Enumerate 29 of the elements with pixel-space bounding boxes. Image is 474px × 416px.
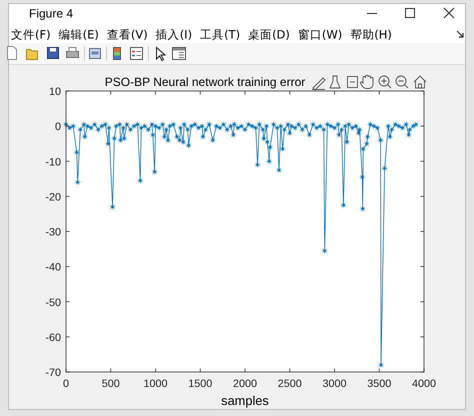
text: 帮助(H) [350, 28, 392, 42]
text: 文件(F) [11, 28, 51, 42]
x-tick-label: 1000 [143, 378, 168, 390]
x-tick-label: 500 [102, 378, 120, 390]
text: 插入(I) [156, 28, 192, 42]
x-tick-label: 0 [62, 378, 70, 390]
y-tick-label: -50 [45, 296, 61, 309]
y-tick-label: -70 [45, 367, 61, 379]
y-tick-label: -60 [45, 332, 61, 344]
y-tick-label: -30 [45, 226, 61, 238]
text: 工具(T) [200, 28, 240, 42]
y-tick-label: 10 [48, 86, 61, 98]
text: 编辑(E) [58, 28, 99, 42]
x-tick-label: 3000 [322, 378, 347, 390]
x-axis-title: samples [221, 393, 269, 408]
x-tick-label: 2000 [232, 378, 258, 390]
x-tick-label: 3500 [367, 378, 392, 390]
text: 查看(V) [106, 28, 148, 42]
chart-title: PSO-BP Neural network training error [104, 75, 306, 89]
text: 桌面(D) [248, 28, 290, 42]
y-tick-label: -20 [45, 191, 61, 204]
y-tick-label: -10 [45, 156, 61, 168]
y-tick-label: -40 [45, 262, 61, 274]
x-tick-label: 1500 [188, 378, 212, 390]
y-tick-label: 0 [54, 121, 61, 134]
text: 窗口(W) [298, 28, 342, 42]
x-tick-label: 4000 [412, 378, 436, 390]
caption: Figure 4 [29, 6, 74, 20]
x-tick-label: 2500 [278, 378, 302, 390]
